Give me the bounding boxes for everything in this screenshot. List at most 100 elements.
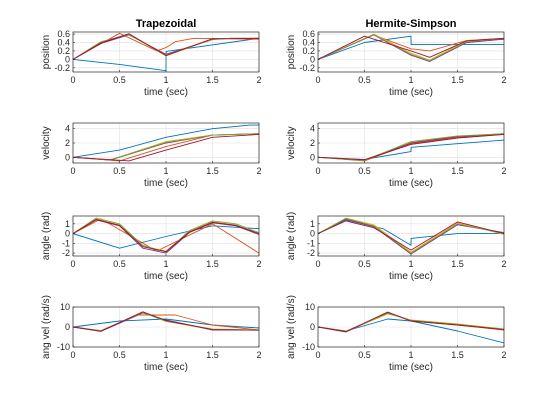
y-axis-label: ang vel (rad/s) (286, 295, 297, 359)
y-tick-label: 0.4 (302, 38, 315, 48)
x-tick-label: 1 (408, 75, 413, 85)
series-line-1 (73, 225, 259, 249)
chart-title: Trapezoidal (136, 18, 197, 30)
subplot-3: 0 0.5 1 1.5 2 0 2 4 time (sec) velocity (41, 122, 262, 189)
x-tick-label: 2 (501, 75, 506, 85)
series-line-6 (318, 311, 504, 333)
series-line-2 (73, 32, 259, 60)
x-tick-label: 0.5 (358, 259, 371, 269)
x-tick-label: 1.5 (206, 259, 219, 269)
series-line-6 (73, 133, 259, 162)
chart-title: Hermite-Simpson (365, 18, 456, 30)
series-line-6 (73, 218, 259, 253)
y-tick-label: -1 (62, 238, 70, 248)
x-tick-label: 1.5 (206, 75, 219, 85)
series-line-6 (318, 35, 504, 60)
x-tick-label: 2 (501, 350, 506, 360)
series-line-1 (73, 318, 259, 329)
x-tick-label: 1.5 (451, 75, 464, 85)
x-axis-label: time (sec) (144, 87, 188, 98)
y-tick-label: 4 (310, 124, 315, 134)
x-tick-label: 1.5 (451, 166, 464, 176)
y-tick-label: -0.2 (299, 63, 315, 73)
y-tick-label: 0.6 (302, 29, 315, 39)
x-tick-label: 2 (501, 166, 506, 176)
series-group (73, 124, 259, 162)
y-axis-label: ang vel (rad/s) (41, 295, 52, 359)
y-tick-label: -10 (57, 342, 70, 352)
series-line-1 (318, 219, 504, 246)
x-tick-label: 1 (408, 259, 413, 269)
x-tick-label: 0 (70, 75, 75, 85)
series-group (318, 217, 504, 255)
y-tick-label: 10 (305, 302, 315, 312)
series-line-4 (73, 219, 259, 254)
x-tick-label: 0 (70, 259, 75, 269)
series-line-6 (318, 220, 504, 251)
x-tick-label: 1 (163, 259, 168, 269)
y-tick-label: 0 (65, 152, 70, 162)
y-axis-label: angle (rad) (286, 212, 297, 260)
y-tick-label: -1 (307, 238, 315, 248)
x-axis-label: time (sec) (389, 87, 433, 98)
series-line-6 (73, 33, 259, 60)
y-tick-label: 0.4 (57, 38, 70, 48)
x-tick-label: 0.5 (113, 259, 126, 269)
y-tick-label: 0.2 (57, 46, 70, 56)
y-axis-label: velocity (286, 126, 297, 159)
x-tick-label: 0 (70, 350, 75, 360)
y-axis-label: position (286, 35, 297, 69)
y-tick-label: 10 (60, 302, 70, 312)
y-tick-label: 0.2 (302, 46, 315, 56)
y-tick-label: -0.2 (54, 63, 70, 73)
y-tick-label: 0.6 (57, 29, 70, 39)
x-tick-label: 0 (315, 259, 320, 269)
x-tick-label: 1 (163, 75, 168, 85)
x-tick-label: 1.5 (451, 350, 464, 360)
x-tick-label: 2 (256, 75, 261, 85)
subplot-4: 0 0.5 1 1.5 2 0 2 4 time (sec) velocity (286, 122, 507, 189)
y-tick-label: 0 (65, 54, 70, 64)
x-tick-label: 0.5 (358, 350, 371, 360)
y-tick-label: 0 (310, 54, 315, 64)
y-tick-label: 2 (310, 138, 315, 148)
x-tick-label: 2 (256, 166, 261, 176)
series-line-6 (318, 133, 504, 161)
x-tick-label: 0.5 (113, 166, 126, 176)
x-tick-label: 2 (256, 259, 261, 269)
x-tick-label: 1 (408, 350, 413, 360)
x-tick-label: 1.5 (206, 166, 219, 176)
x-tick-label: 0.5 (113, 350, 126, 360)
x-tick-label: 1.5 (451, 259, 464, 269)
series-line-6 (73, 311, 259, 332)
x-tick-label: 0 (315, 75, 320, 85)
x-axis-label: time (sec) (144, 271, 188, 282)
series-group (73, 217, 259, 254)
series-group (73, 32, 259, 72)
x-tick-label: 0.5 (358, 75, 371, 85)
x-tick-label: 1.5 (206, 350, 219, 360)
x-axis-label: time (sec) (389, 178, 433, 189)
series-line-1 (318, 35, 504, 60)
y-axis-label: angle (rad) (41, 212, 52, 260)
series-line-1 (73, 124, 259, 158)
x-tick-label: 0.5 (113, 75, 126, 85)
y-tick-label: 0 (310, 322, 315, 332)
series-group (318, 133, 504, 162)
series-line-5 (73, 217, 259, 253)
x-tick-label: 0.5 (358, 166, 371, 176)
y-tick-label: 0 (65, 229, 70, 239)
series-line-5 (318, 217, 504, 254)
y-tick-label: -2 (62, 248, 70, 258)
y-tick-label: -10 (302, 342, 315, 352)
y-tick-label: 0 (65, 322, 70, 332)
y-tick-label: 1 (310, 219, 315, 229)
x-tick-label: 2 (501, 259, 506, 269)
